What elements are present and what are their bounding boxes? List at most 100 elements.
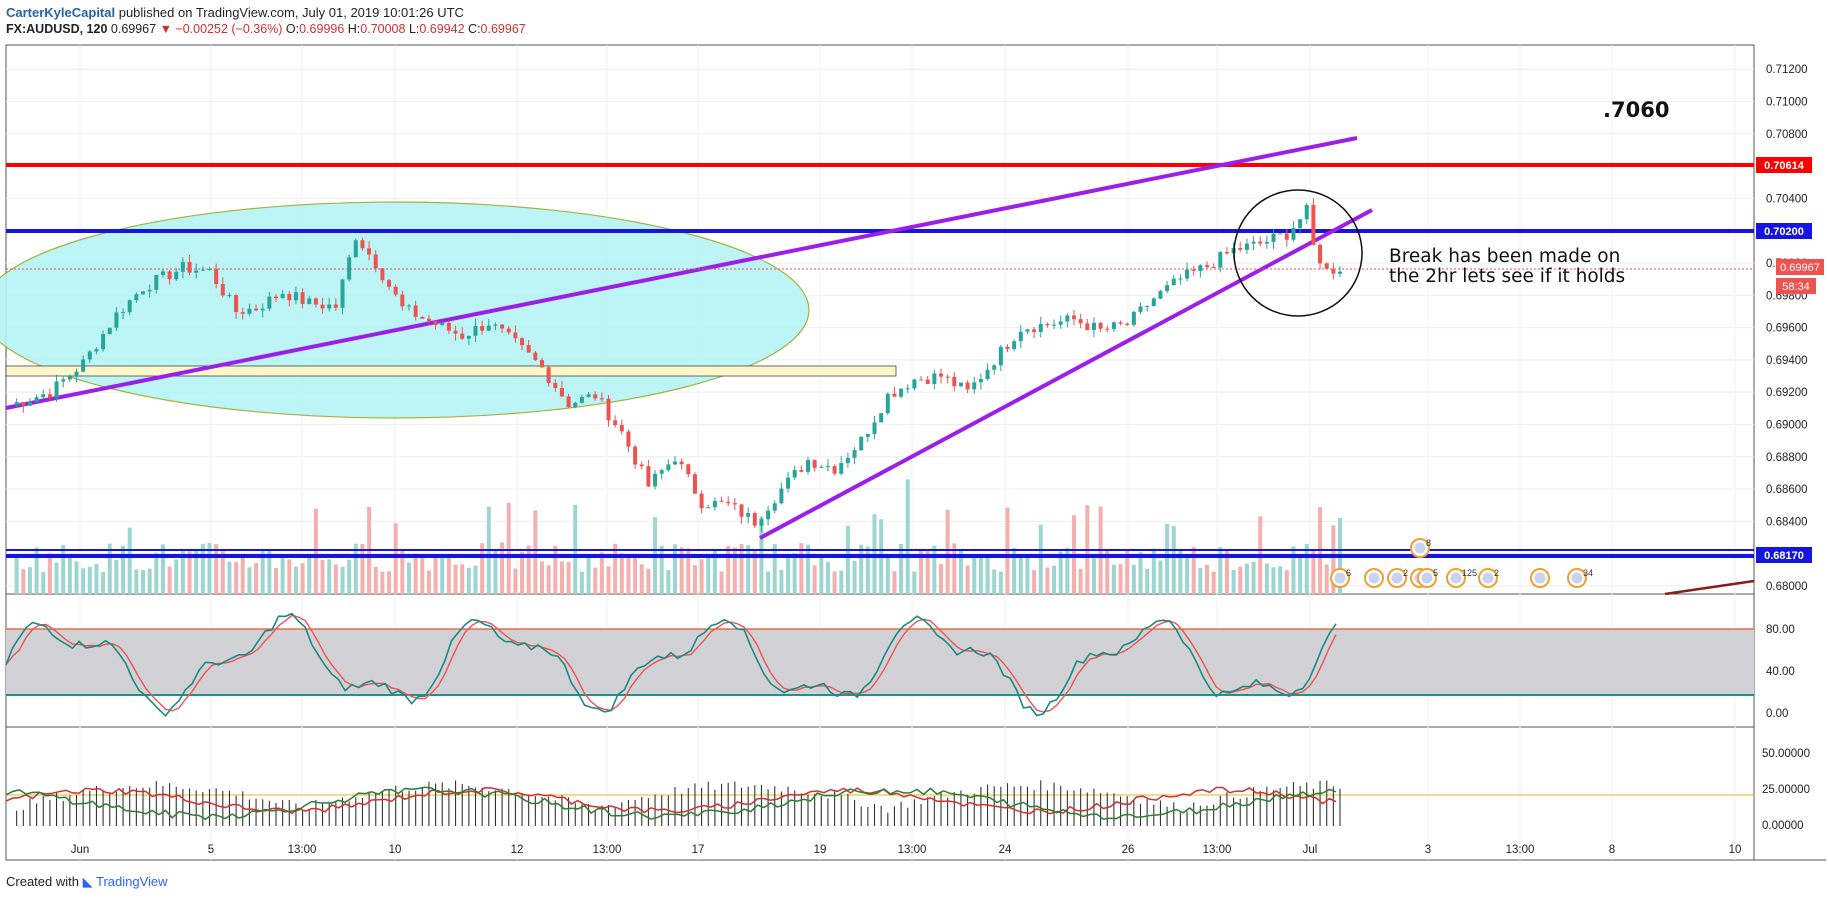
candle-body xyxy=(1331,268,1336,274)
candle-body xyxy=(553,382,558,388)
volume-bar xyxy=(952,543,957,594)
time-tick: 13:00 xyxy=(1506,844,1535,856)
candle-body xyxy=(692,474,697,494)
candle-body xyxy=(47,394,52,398)
candle-body xyxy=(526,345,531,353)
candle-body xyxy=(426,318,431,322)
volume-bar xyxy=(413,553,418,594)
tradingview-link[interactable]: TradingView xyxy=(95,874,168,889)
candle-body xyxy=(978,379,983,383)
volume-bar xyxy=(506,502,511,594)
candle-body xyxy=(786,477,791,489)
volume-bar xyxy=(1105,549,1110,594)
note-line-2[interactable]: the 2hr lets see if it holds xyxy=(1389,266,1625,287)
candle-body xyxy=(1072,315,1076,320)
volume-bar xyxy=(1324,564,1329,594)
high-label: H: xyxy=(344,22,361,36)
candle-body xyxy=(673,461,677,465)
volume-bar xyxy=(174,559,179,594)
candle-body xyxy=(1098,322,1103,329)
breakout-circle[interactable] xyxy=(1233,189,1363,317)
volume-bar xyxy=(852,560,857,594)
candle-body xyxy=(147,289,152,292)
volume-bar xyxy=(1244,563,1249,594)
volume-bar xyxy=(699,559,704,594)
volume-bar xyxy=(1238,566,1243,594)
volume-bar xyxy=(107,543,112,594)
volume-bar xyxy=(666,569,671,594)
candle-body xyxy=(121,312,126,314)
candle-body xyxy=(699,493,704,509)
partial-trendline[interactable] xyxy=(1664,579,1755,596)
volume-bar xyxy=(134,569,139,594)
candle-body xyxy=(852,450,857,458)
candle-body xyxy=(925,379,930,384)
adx-axis: 50.00000 25.00000 0.00000 xyxy=(1762,748,1810,832)
candle-body xyxy=(506,328,511,333)
volume-bar xyxy=(400,549,405,594)
candle-body xyxy=(260,308,265,311)
lower-trendline[interactable] xyxy=(759,208,1373,540)
candle-body xyxy=(985,369,990,380)
stochastic-axis: 80.00 40.00 0.00 xyxy=(1766,624,1795,720)
open-value: 0.69996 xyxy=(299,22,345,36)
volume-bar xyxy=(613,543,618,594)
event-count: 5 xyxy=(1433,568,1438,578)
candle-body xyxy=(679,461,684,465)
candle-body xyxy=(912,379,917,389)
event-markers[interactable]: 62251252348 xyxy=(1330,538,1593,588)
candle-body xyxy=(67,375,72,380)
volume-bar xyxy=(566,562,571,594)
volume-bar xyxy=(61,544,66,594)
candle-body xyxy=(726,501,731,504)
upper-trendline[interactable] xyxy=(5,136,1358,410)
author-link[interactable]: CarterKyleCapital xyxy=(6,5,116,20)
adx-pane[interactable] xyxy=(5,726,1755,861)
target-annotation[interactable]: .7060 xyxy=(1603,98,1669,122)
volume-bar xyxy=(786,554,791,594)
candle-body xyxy=(333,304,338,308)
time-axis[interactable]: Jun 5 13:00 10 12 13:00 17 19 13:00 24 26 13:00 Jul 3… xyxy=(71,844,1742,856)
volume-bar xyxy=(127,527,132,594)
consolidation-ellipse[interactable] xyxy=(0,201,810,419)
candle-body xyxy=(1258,241,1263,244)
candle-body xyxy=(61,379,66,382)
candle-body xyxy=(666,464,671,471)
candle-body xyxy=(865,433,870,437)
candle-body xyxy=(1311,204,1316,245)
volume-bar xyxy=(353,543,358,594)
candle-body xyxy=(353,240,358,258)
support-zone[interactable] xyxy=(5,365,897,377)
volume-bar xyxy=(825,561,830,594)
candle-body xyxy=(1171,278,1176,286)
candle-body xyxy=(446,322,451,331)
footer: Created with ◣ TradingView xyxy=(6,874,168,890)
candle-body xyxy=(174,271,179,280)
candle-body xyxy=(1151,298,1156,307)
candle-body xyxy=(533,352,538,361)
volume-bar xyxy=(679,547,684,594)
volume-bar xyxy=(885,554,890,594)
svg-text:0.70614: 0.70614 xyxy=(1764,160,1805,172)
volume-bar xyxy=(333,564,338,594)
candle-body xyxy=(460,333,465,339)
volume-bar xyxy=(1278,566,1283,594)
volume-bar xyxy=(220,549,225,594)
volume-bar xyxy=(945,509,950,594)
volume-bar xyxy=(426,570,431,594)
price-axis[interactable]: 0.712000.710000.708000.706000.704000.702… xyxy=(1766,64,1808,593)
note-line-1[interactable]: Break has been made on xyxy=(1389,246,1620,267)
volume-bar xyxy=(546,565,551,594)
candle-body xyxy=(839,463,844,474)
candle-body xyxy=(872,422,877,434)
candle-body xyxy=(1005,346,1010,350)
volume-bar xyxy=(466,567,471,594)
volume-bar xyxy=(234,561,239,594)
last-value: 0.69967 xyxy=(107,22,160,36)
candle-body xyxy=(546,367,551,383)
event-count: 125 xyxy=(1462,568,1477,578)
candle-body xyxy=(280,293,285,299)
candle-body xyxy=(1278,233,1283,235)
tradingview-logo-icon[interactable]: ◣ xyxy=(82,874,93,889)
